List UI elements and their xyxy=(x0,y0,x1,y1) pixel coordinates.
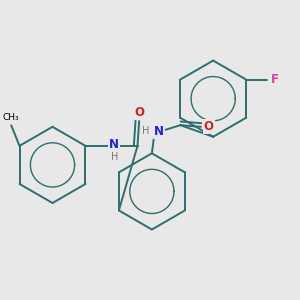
Text: N: N xyxy=(154,124,164,138)
Text: O: O xyxy=(135,106,145,119)
Text: CH₃: CH₃ xyxy=(3,112,20,122)
Text: H: H xyxy=(142,126,149,136)
Text: O: O xyxy=(204,120,214,133)
Text: N: N xyxy=(109,138,119,151)
Text: F: F xyxy=(271,73,279,86)
Text: H: H xyxy=(111,152,118,162)
